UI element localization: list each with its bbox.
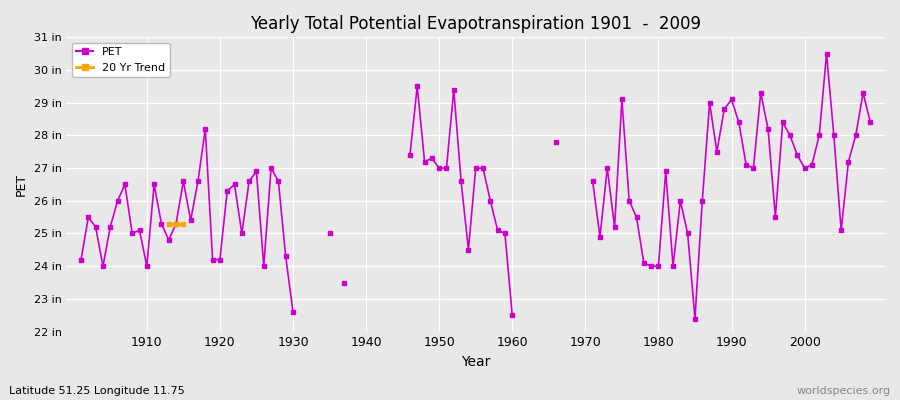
Text: Latitude 51.25 Longitude 11.75: Latitude 51.25 Longitude 11.75 <box>9 386 184 396</box>
Y-axis label: PET: PET <box>15 173 28 196</box>
Text: worldspecies.org: worldspecies.org <box>796 386 891 396</box>
Legend: PET, 20 Yr Trend: PET, 20 Yr Trend <box>72 43 169 77</box>
X-axis label: Year: Year <box>461 355 491 369</box>
Title: Yearly Total Potential Evapotranspiration 1901  -  2009: Yearly Total Potential Evapotranspiratio… <box>250 15 701 33</box>
